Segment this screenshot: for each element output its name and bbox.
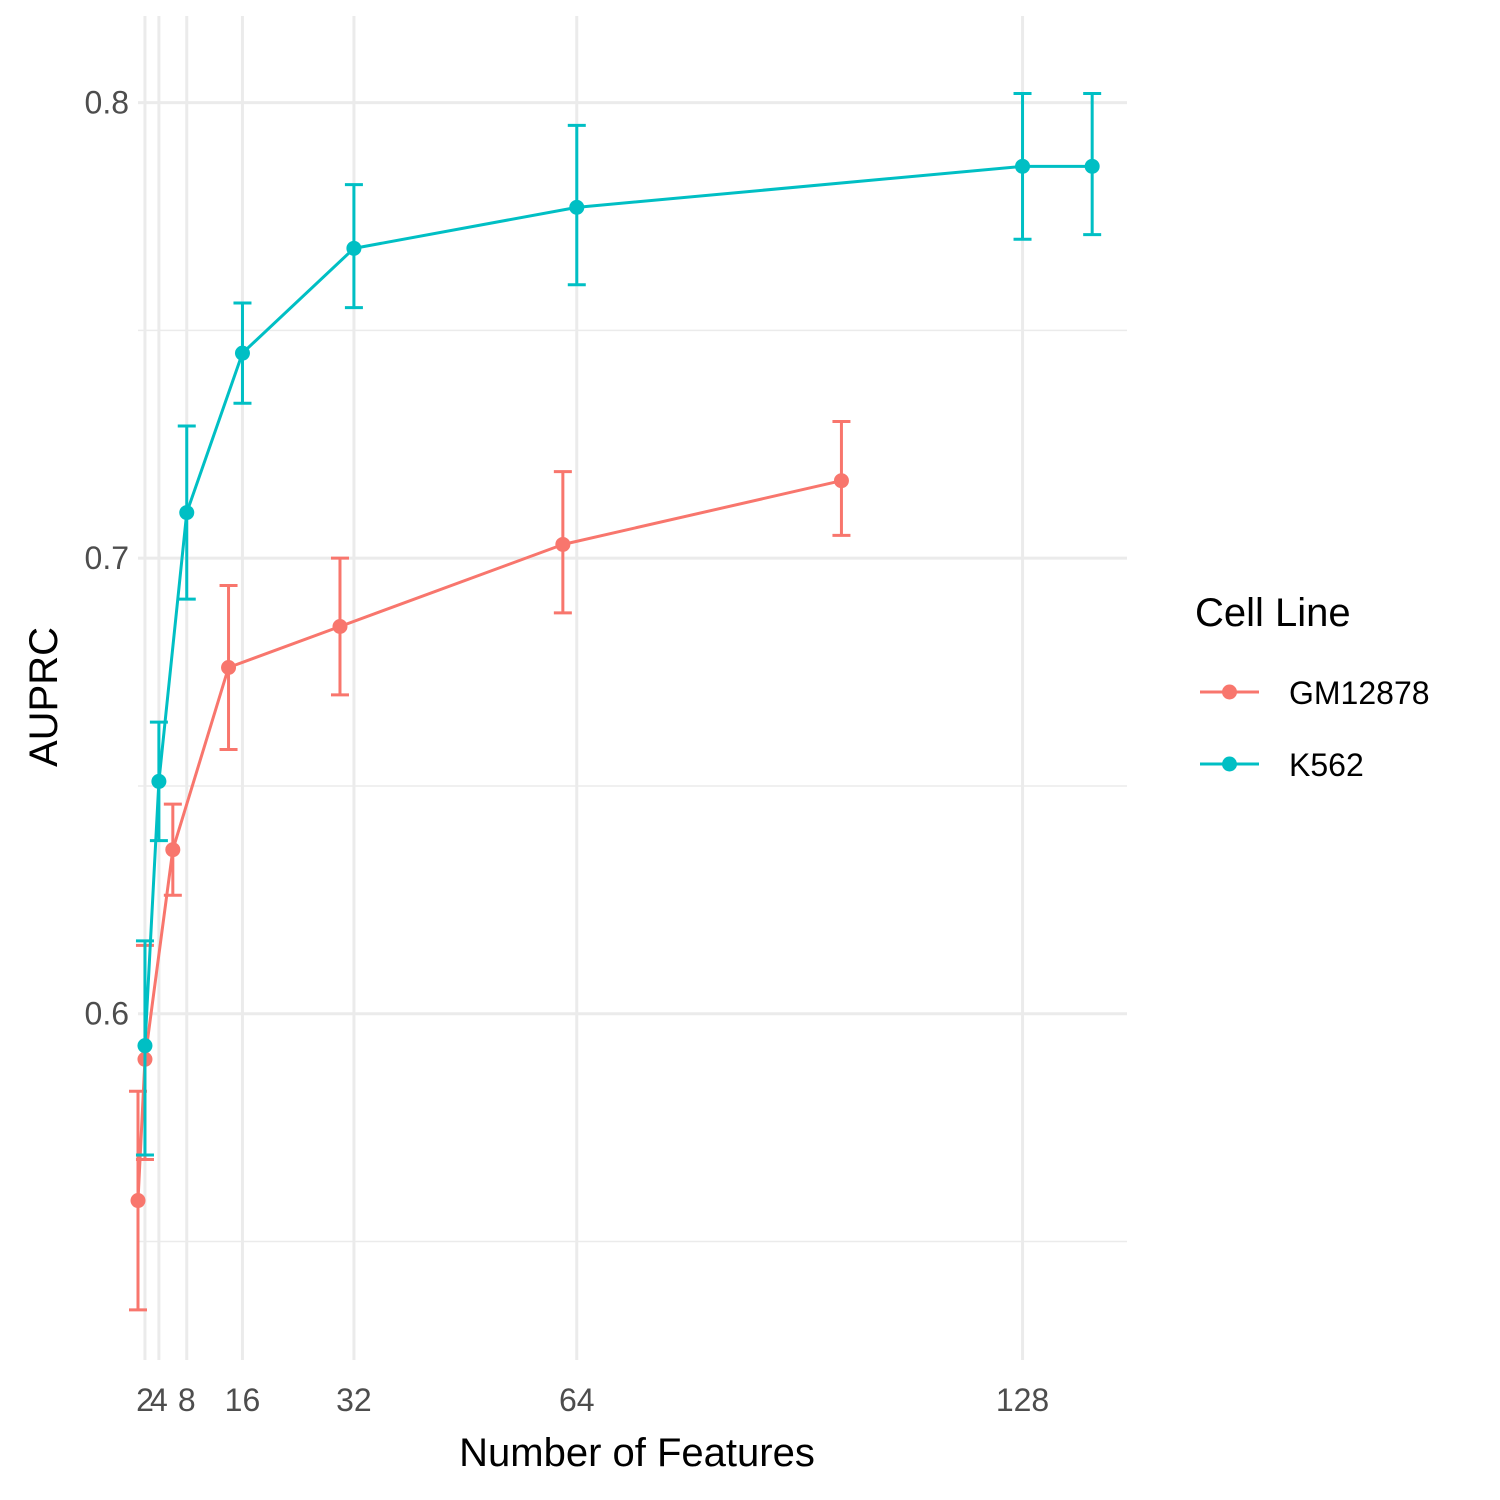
legend-title: Cell Line (1195, 591, 1351, 635)
series-line (143, 164, 1093, 1046)
x-tick-label: 64 (559, 1382, 595, 1418)
data-point (165, 842, 181, 858)
x-tick-label: 16 (225, 1382, 261, 1418)
axes: 0.6 0.7 0.8 24 8 16 32 64 128 (85, 85, 1050, 1418)
legend-key-point (1222, 756, 1237, 772)
y-tick-label: 0.6 (85, 996, 129, 1032)
legend-label: K562 (1289, 747, 1364, 783)
data-point (221, 659, 237, 675)
data-point (179, 505, 195, 521)
data-point (332, 618, 348, 634)
x-tick-label: 128 (996, 1382, 1049, 1418)
x-tick-label: 4 (150, 1382, 168, 1418)
y-tick-label: 0.8 (85, 85, 129, 121)
grid (138, 16, 1127, 1360)
data-point (1084, 158, 1100, 174)
series-k562 (135, 91, 1102, 1157)
x-tick-label: 8 (178, 1382, 196, 1418)
x-tick-label: 32 (336, 1382, 372, 1418)
data-point (1015, 158, 1031, 174)
data-point (569, 199, 585, 215)
y-axis-title: AUPRC (22, 627, 66, 767)
data-point (833, 473, 849, 489)
legend-key-point (1222, 684, 1237, 700)
data-point (130, 1193, 146, 1209)
series-layer (129, 91, 1102, 1312)
data-point (346, 240, 362, 256)
data-point (137, 1038, 153, 1054)
x-axis-title: Number of Features (459, 1431, 815, 1475)
data-point (234, 345, 250, 361)
x-tick-label: 2 (136, 1382, 154, 1418)
y-tick-label: 0.7 (85, 540, 129, 576)
data-point (555, 536, 571, 552)
data-point (151, 773, 167, 789)
legend-label: GM12878 (1289, 675, 1430, 711)
series-gm12878 (129, 419, 851, 1312)
legend: Cell Line GM12878 K562 (1195, 591, 1430, 783)
